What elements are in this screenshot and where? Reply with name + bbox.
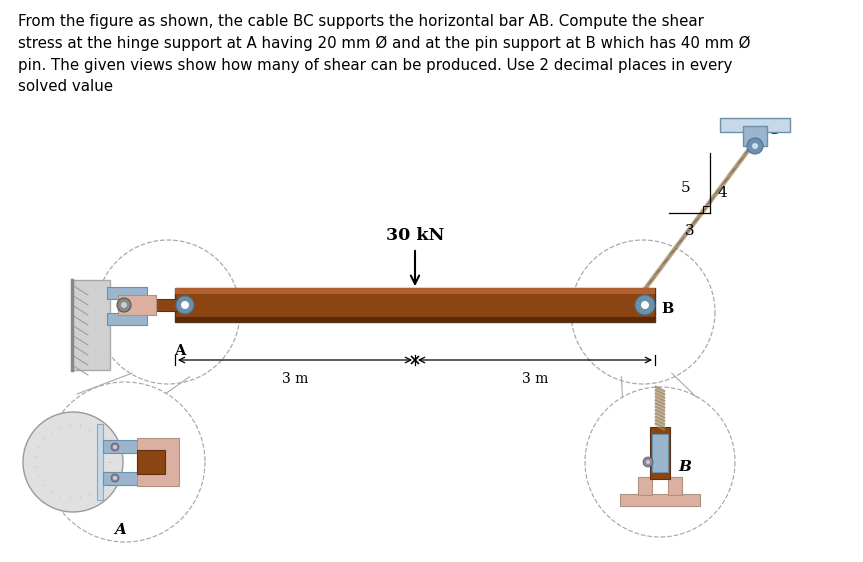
Text: 3: 3 bbox=[685, 224, 695, 238]
Text: B: B bbox=[661, 302, 673, 316]
Bar bbox=[107, 287, 147, 299]
Bar bbox=[103, 472, 151, 485]
Circle shape bbox=[747, 138, 763, 154]
Bar bbox=[620, 494, 700, 506]
Bar bbox=[743, 126, 767, 146]
Bar bbox=[175, 288, 655, 294]
Text: A: A bbox=[174, 344, 186, 358]
Text: A: A bbox=[114, 523, 126, 537]
Circle shape bbox=[635, 295, 655, 315]
Bar bbox=[72, 280, 110, 370]
Circle shape bbox=[586, 388, 734, 536]
Bar bbox=[638, 477, 652, 495]
Text: B: B bbox=[678, 460, 691, 474]
Circle shape bbox=[641, 301, 649, 309]
Bar bbox=[118, 295, 156, 315]
Bar bbox=[175, 288, 655, 322]
Bar bbox=[137, 450, 165, 474]
Bar bbox=[703, 206, 710, 213]
Bar bbox=[118, 299, 188, 311]
Bar bbox=[137, 438, 179, 486]
Circle shape bbox=[643, 457, 653, 467]
Bar bbox=[652, 434, 668, 472]
Circle shape bbox=[181, 301, 189, 309]
Bar bbox=[103, 440, 151, 453]
Bar bbox=[107, 313, 147, 325]
Bar bbox=[97, 424, 103, 500]
Bar bbox=[668, 477, 682, 495]
Text: 3 m: 3 m bbox=[282, 372, 308, 386]
Text: 3 m: 3 m bbox=[522, 372, 548, 386]
Bar bbox=[650, 427, 670, 479]
Circle shape bbox=[113, 445, 117, 449]
Text: C: C bbox=[769, 123, 781, 137]
Circle shape bbox=[752, 143, 758, 149]
Circle shape bbox=[111, 474, 119, 482]
Circle shape bbox=[46, 383, 204, 541]
Text: 30 kN: 30 kN bbox=[386, 227, 444, 244]
Circle shape bbox=[111, 443, 119, 451]
Circle shape bbox=[121, 302, 127, 308]
Text: 4: 4 bbox=[717, 186, 727, 200]
Bar bbox=[720, 118, 790, 132]
Circle shape bbox=[23, 412, 123, 512]
Text: 5: 5 bbox=[680, 181, 690, 195]
Circle shape bbox=[113, 476, 117, 480]
Circle shape bbox=[646, 460, 650, 464]
Text: From the figure as shown, the cable BC supports the horizontal bar AB. Compute t: From the figure as shown, the cable BC s… bbox=[18, 14, 751, 94]
Circle shape bbox=[176, 296, 194, 314]
Bar bbox=[175, 317, 655, 322]
Circle shape bbox=[117, 298, 131, 312]
